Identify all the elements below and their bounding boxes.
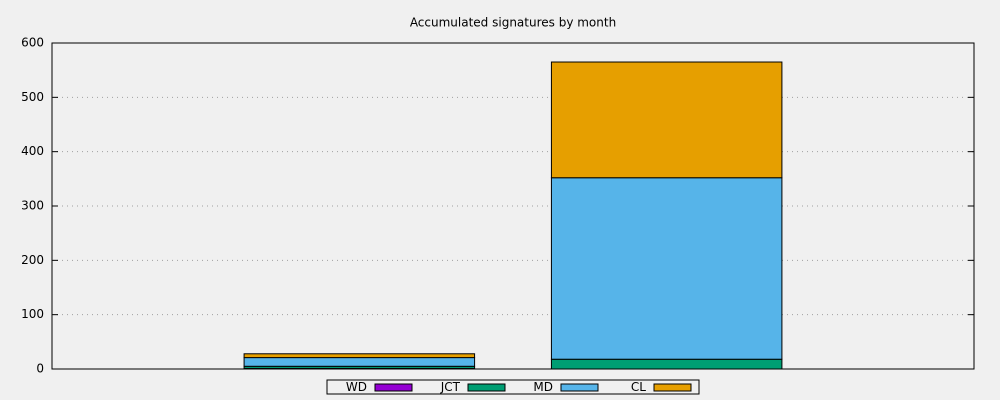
y-tick-label: 0 [36, 362, 44, 376]
y-tick-label: 400 [21, 144, 44, 158]
bar-segment [550, 177, 783, 360]
y-tick-label: 200 [21, 253, 44, 267]
legend-label: JCT [440, 380, 461, 394]
y-tick-label: 100 [21, 307, 44, 321]
bar-segment [550, 358, 783, 370]
chart-title: Accumulated signatures by month [410, 16, 616, 30]
legend-label: MD [533, 380, 553, 394]
bar-segment [550, 61, 783, 179]
bar-segment [243, 353, 476, 359]
legend-swatch [374, 383, 413, 392]
legend-swatch [467, 383, 506, 392]
legend-swatch [560, 383, 599, 392]
legend-box [326, 379, 700, 395]
legend-swatch [653, 383, 692, 392]
bar-segment [243, 357, 476, 367]
y-tick-label: 600 [21, 36, 44, 50]
y-tick-label: 500 [21, 90, 44, 104]
legend-label: WD [346, 380, 367, 394]
y-tick-label: 300 [21, 199, 44, 213]
legend-label: CL [631, 380, 646, 394]
